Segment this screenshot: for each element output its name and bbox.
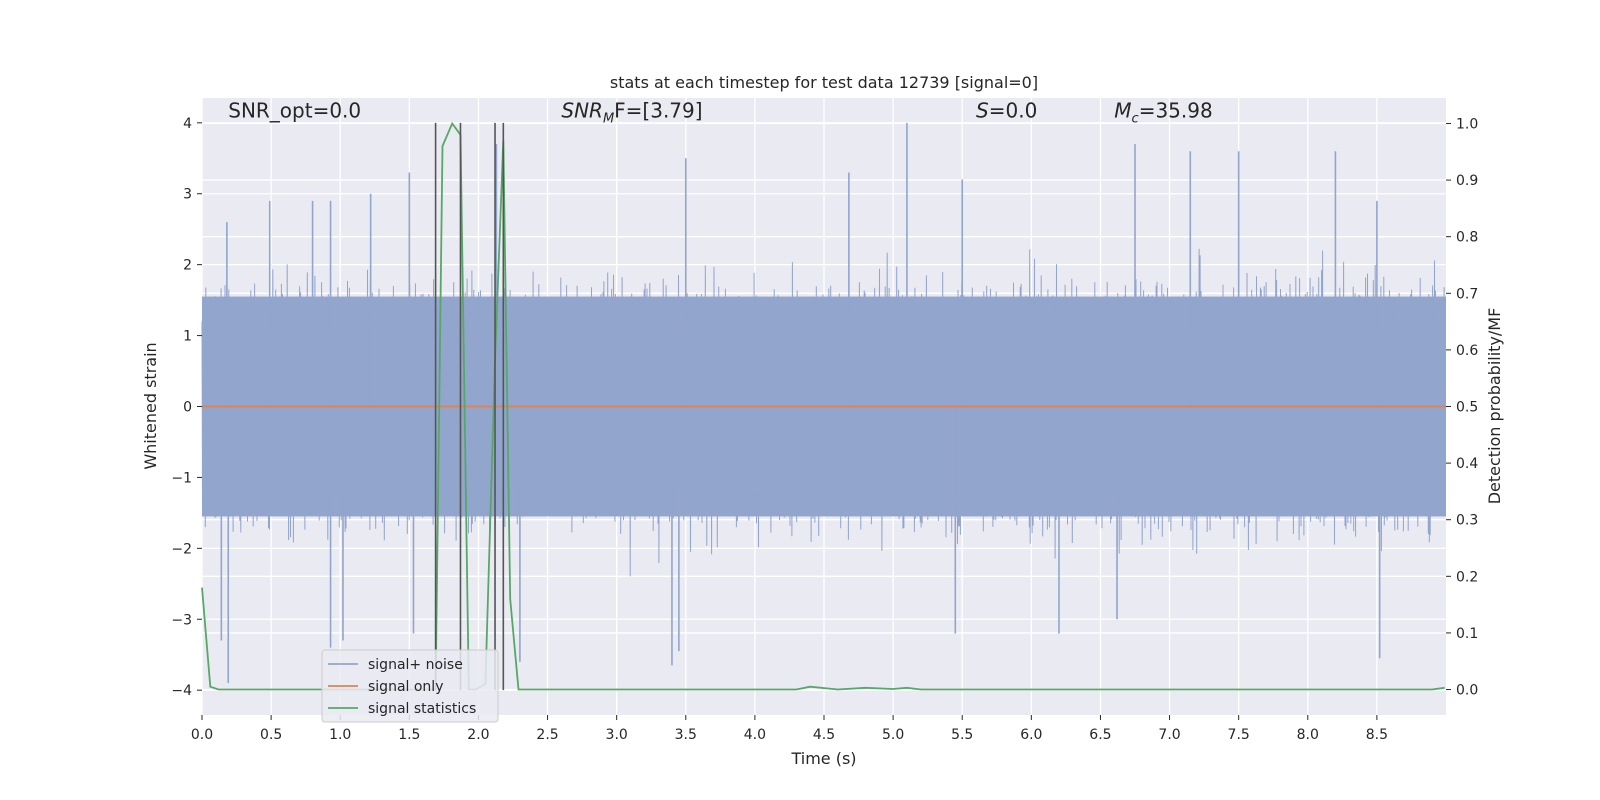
y2-tick-label: 1.0: [1456, 116, 1478, 132]
annotation-text: S=0.0: [976, 99, 1037, 123]
vertical-markers: [434, 122, 505, 691]
x-tick-label: 3.0: [606, 727, 628, 743]
legend: signal+ noise signal only signal statistic…: [321, 649, 499, 723]
chart-title: stats at each timestep for test data 127…: [610, 73, 1038, 92]
annotation-text: SNRMF=[3.79]: [561, 99, 702, 127]
x-tick-label: 6.0: [1020, 727, 1042, 743]
annotation-value: F=[3.79]: [614, 99, 702, 123]
y2-tick-label: 0.4: [1456, 456, 1478, 472]
annotation-text: Mc=35.98: [1114, 99, 1212, 127]
annotation-value: =0.0: [989, 99, 1038, 123]
annotation-text: SNR_opt=0.0: [228, 99, 361, 123]
x-axis-label: Time (s): [790, 749, 856, 768]
x-tick-label: 7.0: [1158, 727, 1180, 743]
x-tick-label: 4.0: [744, 727, 766, 743]
x-tick-label: 4.5: [813, 727, 835, 743]
y-tick-label: −1: [171, 470, 192, 486]
y-tick-label: −2: [171, 541, 192, 557]
annotation-subscript: M: [603, 112, 614, 127]
annotation-symbol: S: [976, 99, 989, 123]
y-tick-label: 1: [183, 329, 192, 345]
x-tick-label: 1.0: [329, 727, 351, 743]
x-tick-label: 0.5: [260, 727, 282, 743]
y-tick-label: −4: [171, 683, 192, 699]
annotation-symbol: SNR: [561, 99, 603, 123]
annotations: SNR_opt=0.0 SNRMF=[3.79] S=0.0 Mc=35.98: [228, 99, 1212, 127]
x-tick-label: 5.5: [951, 727, 973, 743]
y2-axis-label: Detection probability/MF: [1485, 308, 1504, 505]
legend-label: signal only: [368, 679, 443, 695]
y-tick-label: 2: [183, 258, 192, 274]
y2-tick-label: 0.5: [1456, 400, 1478, 416]
y2-axis-ticks: 1.0 0.9 0.8 0.7 0.6 0.5 0.4 0.3 0.2 0.1 0.0: [1446, 116, 1478, 699]
annotation-symbol: M: [1114, 99, 1131, 123]
y2-tick-label: 0.3: [1456, 513, 1478, 529]
legend-label: signal statistics: [368, 701, 476, 717]
legend-box: [321, 649, 499, 723]
y-tick-label: 3: [183, 187, 192, 203]
x-tick-label: 0.0: [191, 727, 213, 743]
x-tick-label: 8.0: [1297, 727, 1319, 743]
annotation-subscript: c: [1132, 112, 1139, 127]
y2-tick-label: 0.0: [1456, 683, 1478, 699]
x-tick-label: 7.5: [1228, 727, 1250, 743]
y-axis-ticks: 4 3 2 1 0 −1 −2 −3 −4: [171, 116, 202, 699]
y2-tick-label: 0.2: [1456, 569, 1478, 585]
x-tick-label: 2.0: [467, 727, 489, 743]
y2-tick-label: 0.8: [1456, 230, 1478, 246]
y-axis-label: Whitened strain: [141, 342, 160, 469]
x-axis-ticks: 0.0 0.5 1.0 1.5 2.0 2.5 3.0 3.5 4.0 4.5 5.0 5.5 6.0 6…: [191, 715, 1388, 743]
annotation-value: =35.98: [1139, 99, 1213, 123]
x-tick-label: 5.0: [882, 727, 904, 743]
x-tick-label: 1.5: [398, 727, 420, 743]
x-tick-label: 3.5: [675, 727, 697, 743]
y2-tick-label: 0.9: [1456, 173, 1478, 189]
x-tick-label: 8.5: [1366, 727, 1388, 743]
y-tick-label: 4: [183, 116, 192, 132]
y2-tick-label: 0.6: [1456, 343, 1478, 359]
y2-tick-label: 0.7: [1456, 286, 1478, 302]
y-tick-label: −3: [171, 612, 192, 628]
x-tick-label: 6.5: [1089, 727, 1111, 743]
legend-label: signal+ noise: [368, 657, 463, 673]
y2-tick-label: 0.1: [1456, 626, 1478, 642]
y-tick-label: 0: [183, 400, 192, 416]
x-tick-label: 2.5: [536, 727, 558, 743]
